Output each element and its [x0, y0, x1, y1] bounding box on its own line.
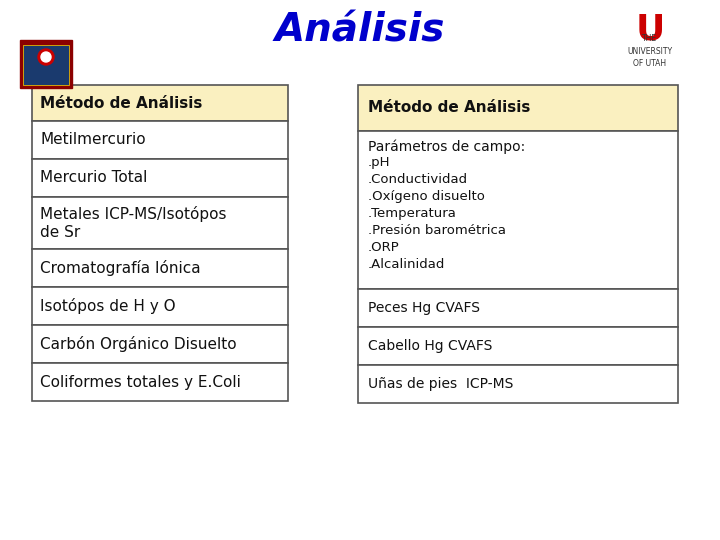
Text: Coliformes totales y E.Coli: Coliformes totales y E.Coli: [40, 375, 241, 389]
Bar: [23, 45, 69, 85]
Text: .Temperatura: .Temperatura: [368, 207, 457, 220]
Text: .ORP: .ORP: [368, 241, 400, 254]
Text: .Presión barométrica: .Presión barométrica: [368, 224, 506, 237]
Bar: [32, 85, 288, 121]
Bar: [32, 121, 288, 159]
Circle shape: [38, 49, 54, 65]
Bar: [358, 289, 678, 327]
Text: Isotópos de H y O: Isotópos de H y O: [40, 298, 176, 314]
Text: Cabello Hg CVAFS: Cabello Hg CVAFS: [368, 339, 492, 353]
Text: Mercurio Total: Mercurio Total: [40, 171, 148, 186]
Bar: [358, 131, 678, 289]
Text: Metales ICP-MS/Isotópos
de Sr: Metales ICP-MS/Isotópos de Sr: [40, 206, 227, 240]
Text: Peces Hg CVAFS: Peces Hg CVAFS: [368, 301, 480, 315]
Bar: [32, 287, 288, 325]
Bar: [358, 85, 678, 131]
Text: .Conductividad: .Conductividad: [368, 173, 468, 186]
Circle shape: [41, 52, 51, 62]
Text: Uñas de pies  ICP-MS: Uñas de pies ICP-MS: [368, 377, 513, 391]
Bar: [32, 363, 288, 401]
Text: Método de Análisis: Método de Análisis: [40, 96, 202, 111]
Text: U: U: [635, 12, 665, 46]
Text: Carbón Orgánico Disuelto: Carbón Orgánico Disuelto: [40, 336, 237, 352]
Bar: [32, 159, 288, 197]
Bar: [358, 327, 678, 365]
Text: .pH: .pH: [368, 156, 390, 169]
Bar: [32, 197, 288, 249]
Text: Método de Análisis: Método de Análisis: [368, 100, 531, 116]
Text: Cromatografía Iónica: Cromatografía Iónica: [40, 260, 201, 276]
Bar: [20, 40, 72, 88]
Text: .Alcalinidad: .Alcalinidad: [368, 258, 446, 271]
Text: Parámetros de campo:: Parámetros de campo:: [368, 139, 526, 153]
Text: .Oxígeno disuelto: .Oxígeno disuelto: [368, 190, 485, 203]
Text: Metilmercurio: Metilmercurio: [40, 132, 145, 147]
Bar: [32, 249, 288, 287]
Text: THE
UNIVERSITY
OF UTAH: THE UNIVERSITY OF UTAH: [627, 34, 672, 68]
Bar: [358, 365, 678, 403]
Bar: [32, 325, 288, 363]
Text: Análisis: Análisis: [275, 11, 445, 49]
